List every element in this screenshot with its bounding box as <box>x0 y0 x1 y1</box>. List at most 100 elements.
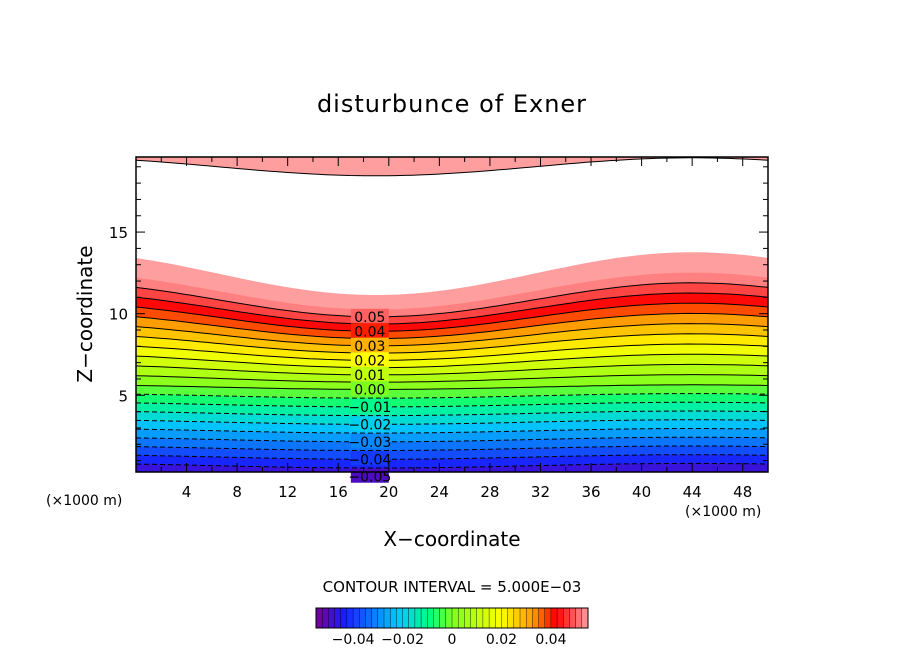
colorbar-cell <box>359 607 366 629</box>
x-axis-ticks: 4 8 12 16 20 24 28 32 36 40 44 48 <box>160 157 752 501</box>
colorbar-cell <box>464 607 472 629</box>
colorbar-cell <box>525 607 533 629</box>
colorbar-cell <box>346 607 354 629</box>
x-tick-label: 44 <box>683 483 702 501</box>
x-tick-label: 16 <box>329 483 348 501</box>
colorbar-frame <box>315 607 589 629</box>
colorbar-cell <box>550 607 558 629</box>
contour-lines <box>136 157 768 486</box>
contour-label-bg <box>350 433 389 448</box>
colorbar-tick-label: 0 <box>448 632 457 648</box>
x-tick-label: 32 <box>531 483 550 501</box>
contour-line-label: −0.05 <box>348 470 391 486</box>
colorbar-cell <box>408 607 416 629</box>
contour-line-negative <box>136 428 768 434</box>
colorbar-cell <box>321 607 329 629</box>
x-axis-label: X−coordinate <box>383 527 520 551</box>
colorbar-tick-label: −0.04 <box>332 632 375 648</box>
contour-line-positive <box>136 292 768 325</box>
contour-line-positive <box>136 302 768 332</box>
contour-label-bg <box>350 366 389 381</box>
contour-line-label: −0.02 <box>348 417 391 433</box>
colorbar-cell <box>420 607 428 629</box>
colorbar-cell <box>439 607 447 629</box>
colorbar-cell <box>495 607 502 629</box>
contour-line-positive <box>136 312 768 340</box>
contour-line-positive <box>136 363 768 376</box>
colorbar-cell <box>445 607 453 629</box>
colorbar-cell <box>556 607 564 629</box>
colorbar-cell <box>451 607 459 629</box>
colorbar-cell <box>427 607 434 629</box>
colorbar-cell <box>470 607 478 629</box>
contour-line-negative <box>633 471 745 472</box>
colorbar-cell <box>519 607 527 629</box>
contour-line-negative <box>136 401 768 408</box>
contour-line-negative <box>136 481 768 486</box>
colorbar-cell <box>396 607 404 629</box>
contour-label-bg <box>350 451 389 466</box>
y-axis-label: Z−coordinate <box>73 245 97 382</box>
contour-label-bg <box>350 308 389 323</box>
colorbar-cell <box>328 607 336 629</box>
contour-line-labels: 0.050.040.030.020.010.00−0.01−0.02−0.03−… <box>348 308 391 486</box>
colorbar-tick-label: 0.04 <box>535 632 566 648</box>
contour-line-positive <box>136 333 768 354</box>
x-tick-label: 36 <box>581 483 600 501</box>
colorbar-cell <box>488 607 496 629</box>
contour-label-bg <box>350 337 389 352</box>
top-cap-contour <box>136 157 768 177</box>
contour-label-bg <box>350 381 389 396</box>
x-tick-label: 28 <box>480 483 499 501</box>
colorbar-cell <box>476 607 484 629</box>
x-tick-label: 48 <box>733 483 752 501</box>
colorbar <box>315 607 589 629</box>
colorbar-cell <box>371 607 379 629</box>
contour-line-label: 0.02 <box>354 353 385 369</box>
colorbar-cell <box>507 607 515 629</box>
y-tick-label: 5 <box>118 387 128 405</box>
contour-line-negative <box>136 393 768 399</box>
top-cap-band <box>136 157 768 176</box>
x-tick-label: 24 <box>430 483 449 501</box>
contour-line-positive <box>136 374 768 383</box>
x-tick-label: 12 <box>278 483 297 501</box>
colorbar-cell <box>334 607 342 629</box>
contour-line-label: 0.01 <box>354 368 385 384</box>
contour-line-negative <box>136 454 768 460</box>
contour-line-negative <box>136 436 768 443</box>
colorbar-cell <box>513 607 521 629</box>
contour-line-negative <box>136 462 768 469</box>
contour-line-negative <box>136 445 768 451</box>
contour-label-bg <box>350 323 389 338</box>
colorbar-cell <box>340 607 348 629</box>
colorbar-cell <box>532 607 540 629</box>
contour-label-bg <box>350 416 389 431</box>
contour-fills <box>136 157 768 472</box>
contour-line-label: −0.04 <box>348 452 391 468</box>
colorbar-cell <box>377 607 385 629</box>
colorbar-tick-label: 0.02 <box>486 632 517 648</box>
colorbar-cell <box>352 607 360 629</box>
contour-line-positive <box>136 343 768 361</box>
y-tick-label: 10 <box>109 306 128 324</box>
contour-line-negative <box>136 419 768 425</box>
contour-line-label: −0.01 <box>348 400 391 416</box>
colorbar-cell <box>544 607 552 629</box>
colorbar-cell <box>581 607 589 629</box>
contour-line-label: 0.03 <box>354 339 385 355</box>
contour-line-label: 0.00 <box>354 382 385 398</box>
colorbar-cell <box>402 607 410 629</box>
colorbar-cell <box>315 607 323 629</box>
x-tick-label: 8 <box>232 483 242 501</box>
contour-label-bg <box>350 352 389 367</box>
colorbar-cell <box>365 607 373 629</box>
colorbar-cell <box>383 607 391 629</box>
fill-band <box>136 157 768 295</box>
colorbar-tick-label: −0.02 <box>381 632 424 648</box>
colorbar-cell <box>457 607 465 629</box>
contour-line-positive <box>136 384 768 390</box>
colorbar-cell <box>482 607 490 629</box>
contour-interval-text: CONTOUR INTERVAL = 5.000E−03 <box>323 578 582 596</box>
